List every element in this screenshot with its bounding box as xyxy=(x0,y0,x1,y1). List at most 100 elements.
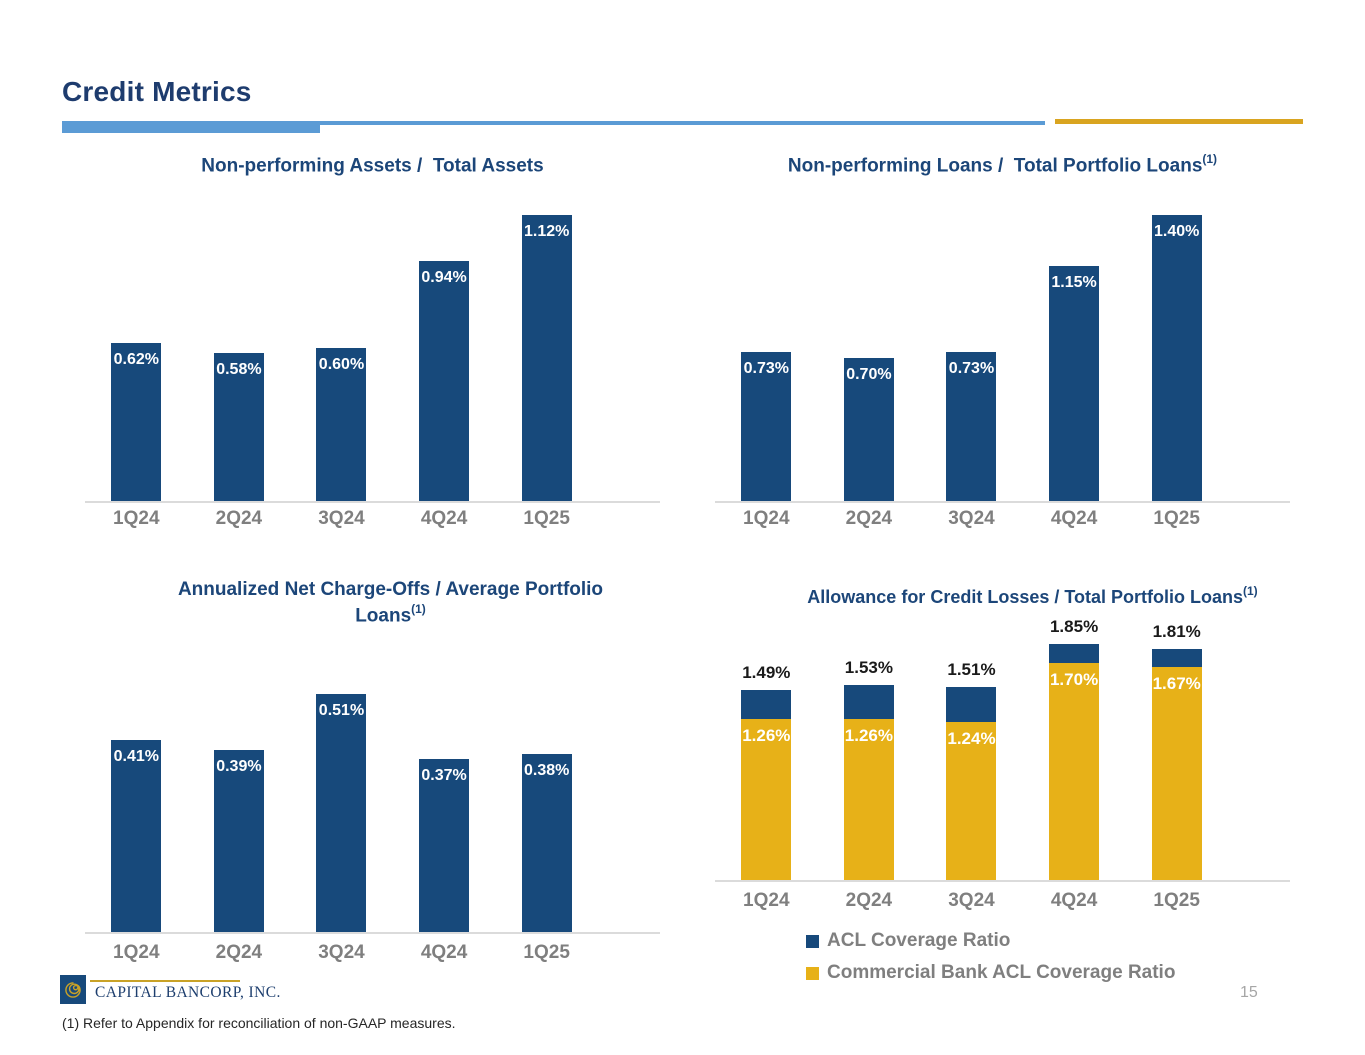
x-axis-label-1Q25: 1Q25 xyxy=(523,508,570,529)
bar-column-1Q25: 1.40% xyxy=(1125,195,1228,501)
x-axis-label-4Q24: 4Q24 xyxy=(420,508,468,529)
bars: 0.41% 0.39% 0.51% 0.37% 0.38% xyxy=(85,675,598,932)
x-axis-label-1Q24: 1Q24 xyxy=(113,942,160,963)
bar-column-4Q24: 0.37% xyxy=(393,675,496,932)
chart-title: Non-performing Loans / Total Portfolio L… xyxy=(715,152,1290,179)
chart-title-footnote-ref: (1) xyxy=(1243,584,1258,598)
bar-value-label: 0.41% xyxy=(113,748,159,766)
x-axis: 1Q24 2Q24 3Q24 4Q24 1Q25 xyxy=(85,508,598,530)
bar-value-label: 0.38% xyxy=(523,762,570,780)
x-axis: 1Q24 2Q24 3Q24 4Q24 1Q25 xyxy=(715,508,1228,530)
bar-column-3Q24: 1.51% 1.24% xyxy=(920,625,1023,880)
stacked-bar-1Q24: 1.49% 1.26% xyxy=(741,663,792,880)
x-axis-label-2Q24: 2Q24 xyxy=(845,890,893,911)
commercial-value-label: 1.26% xyxy=(844,726,893,746)
bar-3Q24: 0.51% xyxy=(316,693,367,932)
plot-area: 0.41% 0.39% 0.51% 0.37% 0.38% xyxy=(85,675,660,934)
chart-npl-total-portfolio-loans: Non-performing Loans / Total Portfolio L… xyxy=(715,150,1290,560)
total-value-label: 1.53% xyxy=(844,657,893,677)
bars: 1.49% 1.26% 1.53% 1.26% 1.51% 1.24% 1.85% 1.70%… xyxy=(715,617,1228,880)
chart-title: Non-performing Assets / Total Assets xyxy=(85,153,660,179)
stacked-bar-1Q25: 1.81% 1.67% xyxy=(1151,622,1202,880)
bar-column-2Q24: 1.53% 1.26% xyxy=(818,625,921,880)
legend-swatch-gold xyxy=(806,966,819,980)
bar-column-1Q24: 1.49% 1.26% xyxy=(715,625,818,880)
bar-value-label: 0.73% xyxy=(948,360,995,378)
bar-column-1Q24: 0.41% xyxy=(85,675,188,932)
divider-accent-bar xyxy=(62,121,320,133)
chart-net-charge-offs: Annualized Net Charge-Offs / Average Por… xyxy=(85,578,660,978)
bar-value-label: 0.58% xyxy=(216,361,262,379)
x-axis-label-3Q24: 3Q24 xyxy=(318,942,365,963)
acl-coverage-segment xyxy=(843,684,894,720)
bar-1Q24: 0.41% xyxy=(111,740,162,932)
chart-title-text: Annualized Net Charge-Offs / Average Por… xyxy=(177,579,609,627)
page-number: 15 xyxy=(1240,984,1258,1001)
bars: 0.73% 0.70% 0.73% 1.15% 1.40% xyxy=(715,195,1228,501)
bar-2Q24: 0.58% xyxy=(213,353,264,501)
bar-3Q24: 0.73% xyxy=(946,352,997,501)
bar-value-label: 1.40% xyxy=(1153,223,1200,241)
bar-4Q24: 0.37% xyxy=(419,759,470,932)
total-value-label: 1.81% xyxy=(1152,622,1201,642)
bar-column-1Q25: 0.38% xyxy=(495,675,598,932)
x-axis-label-1Q24: 1Q24 xyxy=(743,890,790,911)
bar-value-label: 1.15% xyxy=(1051,274,1097,292)
legend-label: Commercial Bank ACL Coverage Ratio xyxy=(827,962,1176,983)
bar-value-label: 0.62% xyxy=(113,350,159,368)
bar-value-label: 0.51% xyxy=(318,701,365,719)
acl-coverage-segment xyxy=(1151,649,1202,668)
bar-column-3Q24: 0.51% xyxy=(290,675,393,932)
bar-1Q24: 0.62% xyxy=(111,342,162,501)
acl-coverage-segment xyxy=(946,687,997,722)
bar-column-4Q24: 1.85% 1.70% xyxy=(1023,617,1126,880)
bars: 0.62% 0.58% 0.60% 0.94% 1.12% xyxy=(85,195,598,501)
divider-line-gold xyxy=(1055,119,1303,124)
x-axis-label-4Q24: 4Q24 xyxy=(1050,508,1098,529)
legend-item-acl-coverage: ACL Coverage Ratio xyxy=(806,930,1175,952)
x-axis-label-2Q24: 2Q24 xyxy=(215,508,263,529)
bar-2Q24: 0.70% xyxy=(843,358,894,501)
x-axis-label-3Q24: 3Q24 xyxy=(318,508,365,529)
x-axis-label-3Q24: 3Q24 xyxy=(948,508,995,529)
bar-column-1Q24: 0.62% xyxy=(85,195,188,501)
x-axis-label-2Q24: 2Q24 xyxy=(215,942,263,963)
x-axis: 1Q24 2Q24 3Q24 4Q24 1Q25 xyxy=(85,942,598,964)
acl-coverage-segment xyxy=(1049,644,1100,664)
x-axis: 1Q24 2Q24 3Q24 4Q24 1Q25 xyxy=(715,890,1228,912)
bar-1Q25: 0.38% xyxy=(521,754,572,932)
company-logo xyxy=(60,975,86,1004)
logo-wordmark: CAPITAL BANCORP, INC. xyxy=(95,984,281,1001)
plot-area: 1.49% 1.26% 1.53% 1.26% 1.51% 1.24% 1.85% 1.70%… xyxy=(715,617,1290,882)
bar-value-label: 0.94% xyxy=(421,269,467,287)
total-value-label: 1.51% xyxy=(947,660,996,680)
footnote: (1) Refer to Appendix for reconciliation… xyxy=(62,1015,456,1031)
x-axis-label-3Q24: 3Q24 xyxy=(948,890,995,911)
chart-title: Annualized Net Charge-Offs / Average Por… xyxy=(156,578,626,629)
bar-column-4Q24: 0.94% xyxy=(393,195,496,501)
x-axis-label-1Q25: 1Q25 xyxy=(1153,508,1200,529)
plot-area: 0.62% 0.58% 0.60% 0.94% 1.12% xyxy=(85,195,660,503)
logo-gold-rule xyxy=(90,980,240,982)
bar-value-label: 0.60% xyxy=(318,356,365,373)
legend-label: ACL Coverage Ratio xyxy=(827,930,1011,951)
bar-value-label: 0.70% xyxy=(846,366,892,384)
commercial-acl-segment: 1.70% xyxy=(1049,663,1100,880)
chart-title-text: Non-performing Loans / Total Portfolio L… xyxy=(787,155,1203,177)
commercial-acl-segment: 1.26% xyxy=(843,719,894,880)
x-axis-label-4Q24: 4Q24 xyxy=(1050,890,1098,911)
bar-4Q24: 1.15% xyxy=(1049,266,1100,501)
bar-column-1Q24: 0.73% xyxy=(715,195,818,501)
x-axis-label-4Q24: 4Q24 xyxy=(420,942,468,963)
bar-1Q25: 1.40% xyxy=(1151,215,1202,501)
total-value-label: 1.49% xyxy=(742,663,791,683)
bar-column-1Q25: 1.12% xyxy=(495,195,598,501)
bar-column-2Q24: 0.39% xyxy=(188,675,291,932)
logo-spiral-icon xyxy=(65,981,81,998)
bar-2Q24: 0.39% xyxy=(213,749,264,932)
bar-1Q24: 0.73% xyxy=(741,352,792,501)
commercial-value-label: 1.70% xyxy=(1049,670,1099,690)
x-axis-label-1Q25: 1Q25 xyxy=(1153,890,1200,911)
stacked-bar-4Q24: 1.85% 1.70% xyxy=(1049,617,1100,880)
